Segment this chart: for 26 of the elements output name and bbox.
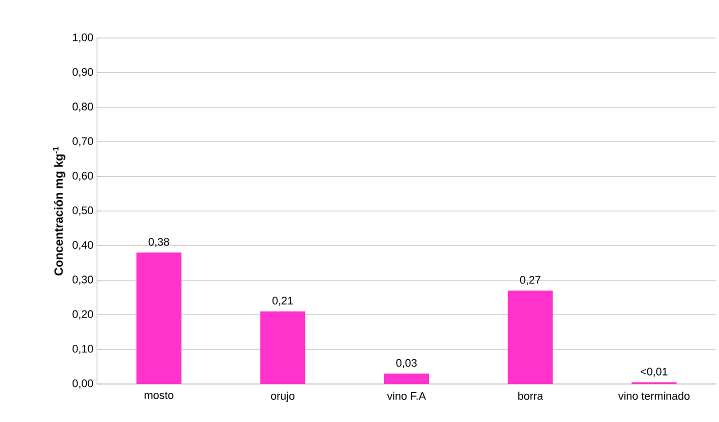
data-label: 0,38 — [148, 238, 170, 247]
y-tick-label: 0,40 — [72, 241, 94, 250]
data-label: 0,03 — [396, 359, 417, 368]
y-axis-title: Concentración mg kg$^{-1}$ — [52, 146, 66, 276]
bar — [260, 311, 306, 384]
y-tick-label: 1,00 — [72, 33, 94, 43]
x-tick-label: orujo — [270, 392, 294, 402]
y-tick-label: 0,50 — [72, 206, 94, 216]
bar — [508, 290, 553, 384]
x-tick-label: vino F.A — [387, 392, 426, 400]
y-tick-label: 0,30 — [72, 276, 94, 285]
x-tick-label: mosto — [144, 392, 174, 399]
y-tick-label: 0,00 — [72, 379, 94, 389]
y-tick-label: 0,20 — [72, 310, 94, 320]
y-tick-label: 0,70 — [72, 137, 94, 146]
bar — [384, 374, 430, 384]
x-tick-label: vino terminado — [618, 392, 690, 400]
y-tick-label: 0,60 — [72, 172, 94, 181]
data-label: 0,27 — [520, 276, 540, 286]
y-tick-label: 0,80 — [72, 102, 94, 112]
y-tick-label: 0,90 — [72, 68, 94, 78]
x-tick-label: borra — [518, 392, 544, 400]
y-tick-label: 0,10 — [72, 344, 94, 354]
bar — [136, 252, 182, 384]
data-label: 0,21 — [272, 296, 293, 306]
data-label: <0,01 — [640, 368, 668, 377]
